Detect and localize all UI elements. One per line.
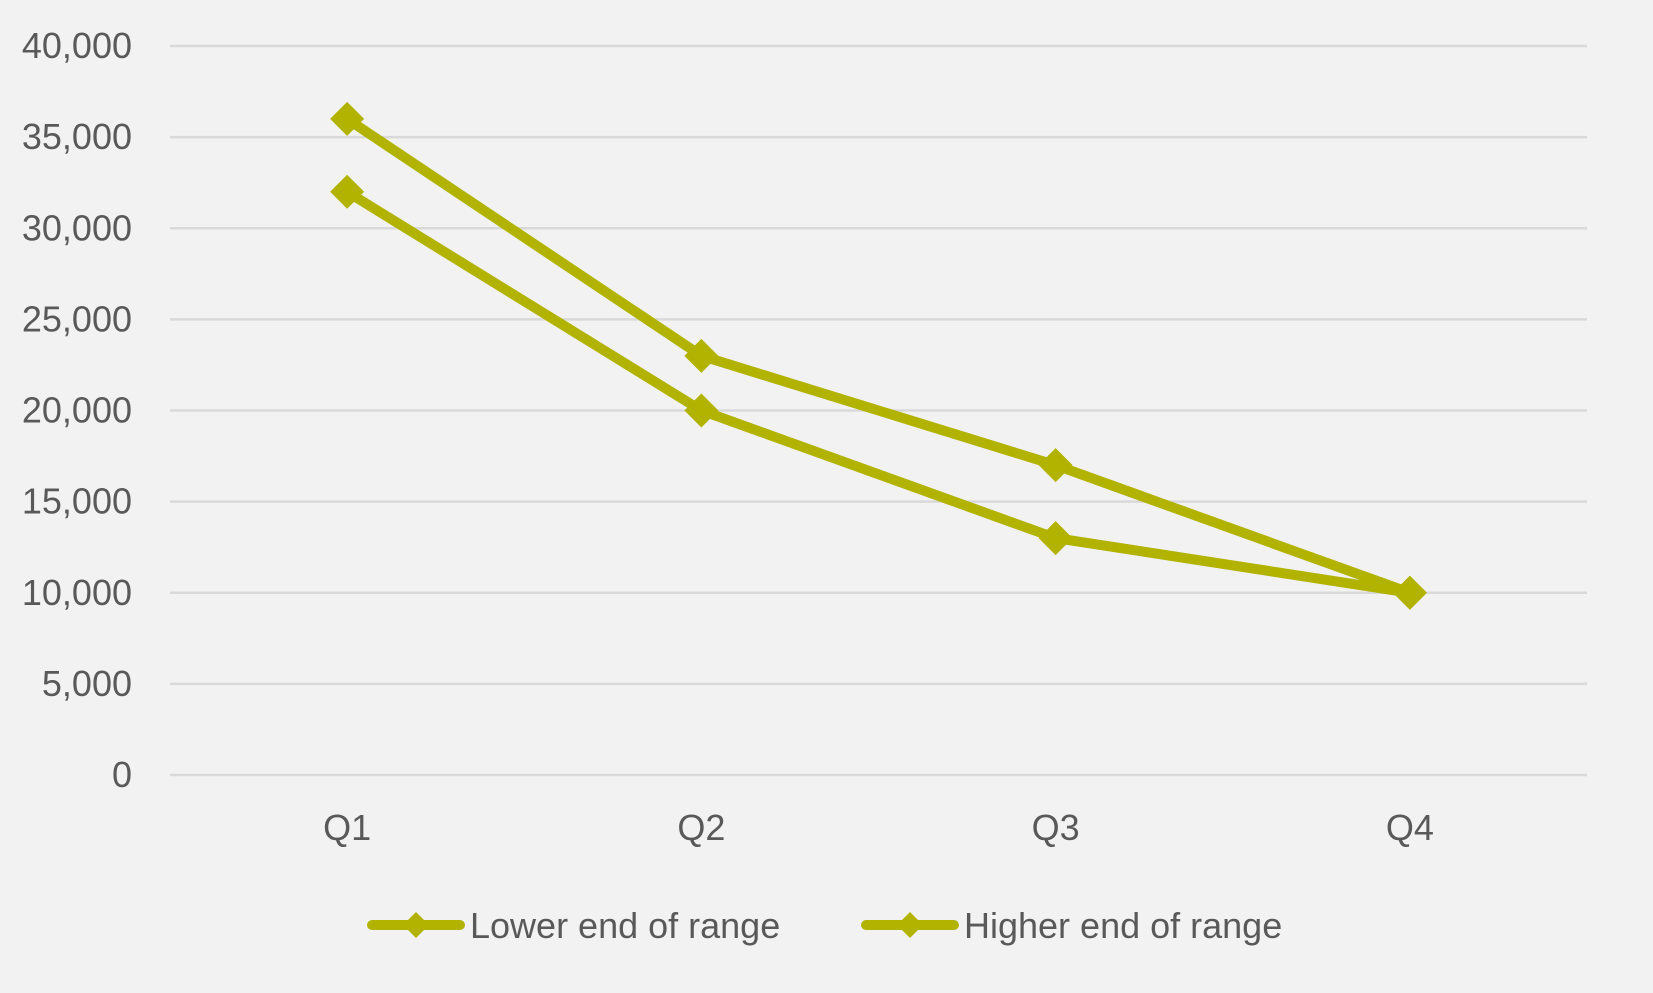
data-point-marker [1392,575,1427,610]
legend-label: Lower end of range [470,905,780,946]
data-point-marker [684,393,719,428]
y-tick-label: 35,000 [22,116,132,157]
series-lines [330,101,1427,610]
data-point-marker [330,101,365,136]
x-tick-label: Q2 [677,807,725,848]
legend-item-0: Lower end of range [367,905,780,946]
x-tick-label: Q1 [323,807,371,848]
legend-label: Higher end of range [964,905,1282,946]
data-point-marker [330,174,365,209]
legend-swatch-marker [403,912,429,938]
data-point-marker [1038,448,1073,483]
y-tick-label: 5,000 [42,663,132,704]
y-tick-label: 30,000 [22,207,132,248]
x-tick-label: Q4 [1386,807,1434,848]
y-tick-label: 25,000 [22,298,132,339]
series-0 [330,174,1427,610]
y-tick-label: 10,000 [22,572,132,613]
data-point-marker [684,338,719,373]
y-tick-label: 15,000 [22,481,132,522]
x-axis-ticks: Q1 Q2 Q3 Q4 [323,807,1434,848]
legend-swatch-marker [897,912,923,938]
x-tick-label: Q3 [1032,807,1080,848]
y-tick-label: 40,000 [22,25,132,66]
legend: Lower end of range Higher end of range [367,905,1282,946]
legend-item-1: Higher end of range [861,905,1282,946]
data-point-marker [1038,521,1073,556]
series-line [344,114,1412,598]
series-line [344,187,1411,598]
y-tick-label: 0 [112,754,132,795]
y-axis-ticks: 0 5,000 10,000 15,000 20,000 25,000 30,000 35,0… [22,25,132,795]
y-tick-label: 20,000 [22,390,132,431]
series-1 [330,101,1427,610]
